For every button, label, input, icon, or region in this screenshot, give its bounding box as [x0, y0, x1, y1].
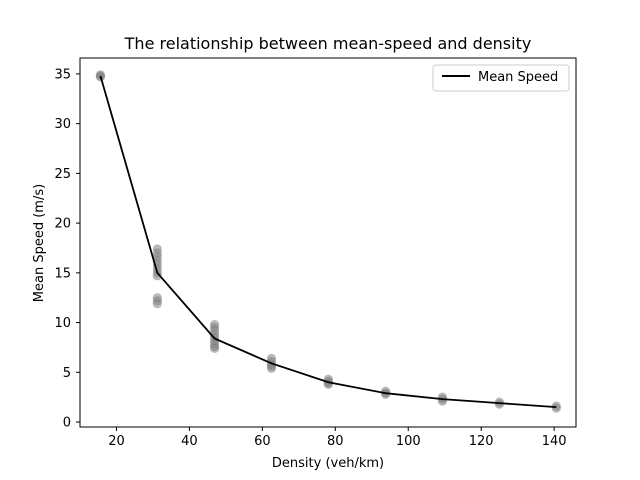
y-tick-label: 25	[54, 167, 71, 182]
legend-entry: Mean Speed	[478, 70, 558, 85]
legend-box	[432, 64, 570, 92]
legend: Mean Speed	[432, 64, 570, 92]
x-tick-label: 40	[181, 434, 198, 449]
x-tick-label: 100	[396, 434, 421, 449]
y-tick-label: 0	[63, 416, 71, 431]
y-axis-label: Mean Speed (m/s)	[32, 184, 47, 302]
scatter-point	[95, 70, 106, 80]
y-tick-label: 15	[54, 266, 71, 281]
chart-title: The relationship between mean-speed and …	[124, 34, 532, 53]
scatter-point	[152, 299, 162, 309]
axis-ticks: 20 40 60 80 100 120 140 0 5 10 15 20 25 30 35	[54, 67, 566, 449]
y-tick-label: 20	[54, 217, 71, 232]
y-tick-label: 10	[54, 316, 71, 331]
plot-area	[95, 70, 561, 413]
scatter-point	[494, 399, 505, 409]
scatter-point	[209, 322, 220, 333]
x-tick-label: 20	[108, 434, 125, 449]
y-tick-label: 30	[54, 117, 71, 132]
y-tick-label: 35	[54, 67, 71, 82]
x-tick-label: 140	[542, 434, 567, 449]
x-tick-label: 60	[254, 434, 271, 449]
axes-frame	[79, 57, 577, 428]
y-tick-label: 5	[63, 366, 71, 381]
scatter-point	[551, 403, 561, 413]
x-axis-label: Density (veh/km)	[272, 456, 384, 471]
mean-speed-line	[99, 75, 557, 409]
scatter-point	[209, 343, 220, 354]
scatter-point	[152, 271, 162, 281]
x-tick-label: 80	[327, 434, 344, 449]
scatter-point	[266, 363, 277, 373]
x-tick-label: 120	[469, 434, 494, 449]
